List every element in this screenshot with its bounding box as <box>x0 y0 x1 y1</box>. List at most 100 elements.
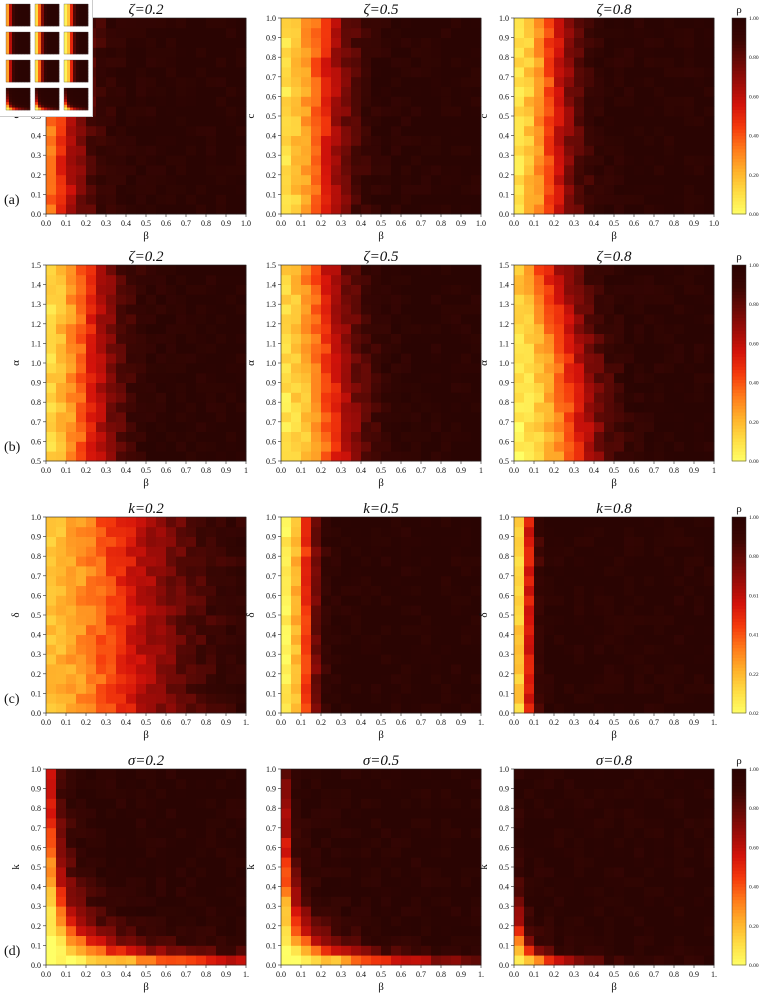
heatmap-cell <box>301 634 312 645</box>
heatmap-cell <box>421 857 432 868</box>
heatmap-cell <box>381 935 392 946</box>
x-tick-label: 0.1 <box>529 219 539 228</box>
heatmap-cell <box>704 546 715 557</box>
heatmap-cell <box>421 867 432 878</box>
heatmap-cell <box>524 155 535 166</box>
heatmap-cell <box>514 703 525 714</box>
heatmap-cell <box>361 145 372 156</box>
x-tick-label: 0.8 <box>669 718 679 727</box>
heatmap-cell <box>431 526 442 537</box>
heatmap-cell <box>176 876 187 887</box>
y-tick-label: 0.4 <box>266 132 276 141</box>
heatmap-cell <box>226 274 237 285</box>
heatmap-cell <box>56 818 67 829</box>
heatmap-cell <box>301 526 312 537</box>
heatmap-cell <box>574 536 585 547</box>
heatmap-cell <box>544 323 555 334</box>
heatmap-cell <box>226 421 237 432</box>
heatmap-cell <box>116 284 127 295</box>
heatmap-cell <box>401 693 412 704</box>
heatmap-cell <box>331 605 342 616</box>
heatmap-cell <box>411 155 422 166</box>
heatmap-cell <box>86 644 97 655</box>
heatmap-cell <box>614 595 625 606</box>
heatmap-cell <box>331 106 342 117</box>
heatmap-cell <box>176 314 187 325</box>
heatmap-cell <box>411 703 422 714</box>
heatmap-cell <box>136 431 147 442</box>
heatmap-cell <box>341 18 352 29</box>
colorbar-segment <box>732 314 746 318</box>
heatmap-cell <box>281 57 292 68</box>
heatmap-cell <box>341 945 352 956</box>
heatmap-cell <box>544 333 555 344</box>
heatmap-cell <box>146 353 157 364</box>
heatmap-cell <box>96 945 107 956</box>
heatmap-cell <box>461 194 472 205</box>
heatmap-cell <box>391 96 402 107</box>
heatmap-cell <box>594 57 605 68</box>
heatmap-cell <box>411 116 422 127</box>
heatmap-cell <box>594 644 605 655</box>
heatmap-cell <box>226 116 237 127</box>
heatmap-cell <box>381 304 392 315</box>
heatmap-cell <box>136 96 147 107</box>
colorbar-segment <box>732 572 746 577</box>
heatmap-cell <box>564 634 575 645</box>
heatmap-cell <box>604 333 615 344</box>
heatmap-cell <box>321 314 332 325</box>
heatmap-cell <box>176 165 187 176</box>
heatmap-cell <box>311 412 322 423</box>
heatmap-cell <box>226 575 237 586</box>
heatmap-cell <box>564 67 575 78</box>
heatmap-cell <box>126 402 137 413</box>
heatmap-cell <box>311 847 322 858</box>
heatmap-cell <box>401 372 412 383</box>
heatmap-cell <box>186 798 197 809</box>
heatmap-cell <box>216 945 227 956</box>
heatmap-cell <box>311 778 322 789</box>
heatmap-cell <box>684 412 695 423</box>
heatmap-cell <box>226 86 237 97</box>
heatmap-cell <box>186 372 197 383</box>
colorbar-segment <box>732 637 746 642</box>
heatmap-cell <box>594 566 605 577</box>
heatmap-cell <box>226 333 237 344</box>
heatmap-cell <box>431 703 442 714</box>
heatmap-cell <box>186 886 197 897</box>
heatmap-cell <box>106 703 117 714</box>
heatmap-cell <box>76 575 87 586</box>
heatmap-cell <box>66 595 77 606</box>
heatmap-cell <box>331 314 342 325</box>
heatmap-cell <box>694 67 705 78</box>
colorbar-segment <box>732 284 746 289</box>
heatmap-cell <box>361 284 372 295</box>
heatmap-cell <box>321 935 332 946</box>
heatmap-cell <box>311 673 322 684</box>
heatmap-cell <box>644 106 655 117</box>
colorbar-segment <box>732 585 746 590</box>
heatmap-cell <box>106 392 117 403</box>
heatmap-cell <box>431 314 442 325</box>
heatmap-cell <box>281 412 292 423</box>
heatmap-cell <box>331 634 342 645</box>
heatmap-cell <box>136 27 147 38</box>
heatmap-cell <box>56 867 67 878</box>
heatmap-cell <box>524 624 535 635</box>
heatmap-cell <box>471 517 482 528</box>
heatmap-cell <box>126 194 137 205</box>
heatmap-cell <box>371 402 382 413</box>
heatmap-cell <box>694 412 705 423</box>
colorbar-segment <box>732 677 746 681</box>
heatmap-cell <box>604 431 615 442</box>
heatmap-cell <box>156 798 167 809</box>
colorbar-segment <box>732 546 746 551</box>
heatmap-cell <box>291 204 302 215</box>
x-tick-label: 0.3 <box>336 219 346 228</box>
heatmap-cell <box>236 788 247 799</box>
heatmap-cell <box>321 353 332 364</box>
heatmap-panel: k=0.50.0 0.1 0.2 0.3 0.4 0.5 0.6 0.7 0.8 0.9 1.0.0… <box>245 501 484 741</box>
heatmap-cell <box>291 323 302 334</box>
colorbar-segment <box>732 379 746 384</box>
heatmap-cell <box>654 441 665 452</box>
